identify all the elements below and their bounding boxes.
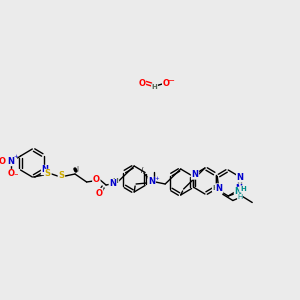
Text: N: N (216, 184, 223, 193)
Text: H: H (240, 186, 246, 192)
Text: +: + (154, 176, 159, 181)
Text: −: − (167, 76, 175, 85)
Text: N: N (7, 157, 14, 166)
Text: S: S (58, 172, 64, 181)
Text: O: O (163, 80, 170, 88)
Text: N: N (41, 166, 49, 175)
Text: O: O (96, 188, 103, 197)
Text: N: N (234, 188, 242, 196)
Text: N: N (237, 173, 244, 182)
Text: O: O (138, 79, 146, 88)
Text: H: H (113, 178, 118, 184)
Text: N: N (109, 179, 116, 188)
Text: O: O (7, 169, 14, 178)
Text: H: H (212, 185, 218, 191)
Text: N: N (191, 170, 199, 179)
Text: N: N (148, 178, 155, 187)
Text: S: S (45, 169, 51, 178)
Text: O: O (93, 176, 100, 184)
Text: H: H (237, 194, 242, 200)
Text: O: O (0, 158, 6, 166)
Text: |: | (76, 165, 78, 171)
Text: H: H (152, 84, 158, 90)
Text: −: − (14, 172, 18, 176)
Text: /: / (141, 167, 143, 173)
Text: +: + (13, 154, 18, 160)
Text: N: N (236, 184, 243, 193)
